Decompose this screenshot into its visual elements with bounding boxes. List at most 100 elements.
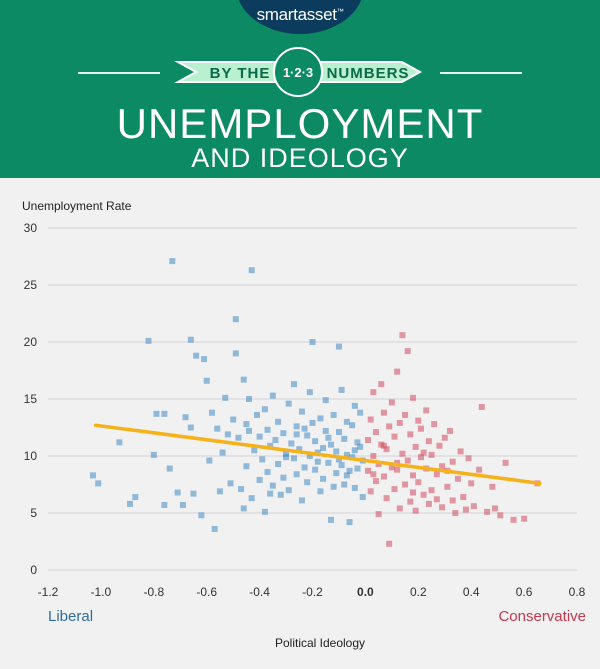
- x-tick-label: -1.2: [38, 585, 59, 599]
- liberal-point: [333, 448, 340, 455]
- liberal-point: [346, 519, 353, 526]
- liberal-point: [277, 491, 284, 498]
- conservative-point: [489, 483, 496, 490]
- liberal-point: [193, 352, 200, 359]
- liberal-point: [338, 386, 345, 393]
- liberal-point: [343, 418, 350, 425]
- liberal-point: [335, 456, 342, 463]
- conservative-point: [478, 403, 485, 410]
- liberal-point: [201, 356, 208, 363]
- liberal-point: [301, 425, 308, 432]
- liberal-point: [253, 411, 260, 418]
- conservative-point: [420, 491, 427, 498]
- liberal-point: [240, 376, 247, 383]
- trend-line: [93, 423, 542, 486]
- conservative-point: [399, 332, 406, 339]
- conservative-point: [378, 381, 385, 388]
- liberal-point: [232, 350, 239, 357]
- y-tick-label: 25: [24, 278, 38, 292]
- conservative-point: [407, 498, 414, 505]
- conservative-point: [367, 416, 374, 423]
- conservative-point: [417, 425, 424, 432]
- liberal-point: [224, 431, 231, 438]
- conservative-point: [433, 496, 440, 503]
- liberal-point: [317, 488, 324, 495]
- conservative-point: [415, 479, 422, 486]
- conservative-point: [415, 417, 422, 424]
- conservative-point: [394, 368, 401, 375]
- liberal-point: [150, 451, 157, 458]
- conservative-point: [465, 455, 472, 462]
- liberal-point: [272, 437, 279, 444]
- banner-left-text: BY THE: [210, 65, 271, 82]
- conservative-point: [460, 494, 467, 501]
- conservative-point: [425, 438, 432, 445]
- x-tick-label: -0.4: [249, 585, 270, 599]
- liberal-point: [203, 377, 210, 384]
- liberal-point: [214, 425, 221, 432]
- conservative-point: [425, 500, 432, 507]
- conservative-point: [468, 480, 475, 487]
- liberal-point: [259, 456, 266, 463]
- liberal-point: [261, 406, 268, 413]
- liberal-point: [351, 402, 358, 409]
- conservative-point: [367, 488, 374, 495]
- conservative-point: [476, 466, 483, 473]
- liberal-point: [283, 450, 290, 457]
- conservative-point: [439, 463, 446, 470]
- liberal-point: [351, 447, 358, 454]
- conservative-point: [452, 510, 459, 516]
- conservative-point: [383, 495, 390, 502]
- liberal-point: [187, 424, 194, 431]
- conservative-point: [436, 442, 443, 449]
- liberal-point: [182, 414, 189, 421]
- conservative-point: [449, 497, 456, 504]
- conservative-point: [410, 472, 417, 479]
- page-title: UNEMPLOYMENT: [116, 100, 484, 147]
- liberal-point: [290, 381, 297, 388]
- liberal-point: [219, 449, 226, 456]
- conservative-point: [394, 466, 401, 473]
- x-tick-label: 0.0: [357, 585, 374, 599]
- liberal-point: [293, 431, 300, 438]
- header-banner: smartasset™ BY THE 1·2·3 NUMBERS UNEMPLO…: [0, 0, 600, 178]
- x-tick-label: 0.8: [569, 585, 586, 599]
- liberal-point: [309, 339, 316, 345]
- conservative-point: [407, 431, 414, 438]
- x-tick-label: -1.0: [91, 585, 112, 599]
- conservative-point: [402, 411, 409, 418]
- liberal-point: [161, 502, 168, 509]
- liberal-point: [293, 423, 300, 430]
- conservative-point: [470, 503, 477, 510]
- conservative-point: [370, 389, 377, 396]
- liberal-point: [335, 343, 342, 350]
- liberal-point: [317, 415, 324, 422]
- conservative-point: [375, 511, 382, 518]
- liberal-point: [211, 525, 218, 532]
- liberal-point: [275, 460, 282, 467]
- liberal-point: [280, 474, 287, 481]
- liberal-point: [179, 502, 186, 509]
- liberal-point: [351, 484, 358, 491]
- conservative-point: [391, 433, 398, 440]
- conservative-point: [372, 478, 379, 485]
- liberal-point: [298, 408, 305, 415]
- conservative-point: [388, 464, 395, 471]
- conservative-point: [402, 481, 409, 488]
- liberal-point: [314, 458, 321, 465]
- conservative-point: [441, 434, 448, 441]
- conservative-point: [386, 540, 393, 547]
- conservative-point: [428, 487, 435, 494]
- brand-suffix: asset: [297, 5, 337, 24]
- liberal-point: [322, 397, 329, 404]
- y-tick-label: 15: [24, 392, 38, 406]
- liberal-point: [275, 418, 282, 425]
- liberal-point: [293, 471, 300, 478]
- liberal-point: [208, 409, 215, 416]
- x-tick-label: 0.6: [516, 585, 533, 599]
- liberal-point: [288, 440, 295, 447]
- liberal-point: [280, 430, 287, 437]
- conservative-point: [433, 471, 440, 478]
- liberal-point: [89, 472, 96, 479]
- brand-logo[interactable]: smartasset™: [236, 0, 364, 34]
